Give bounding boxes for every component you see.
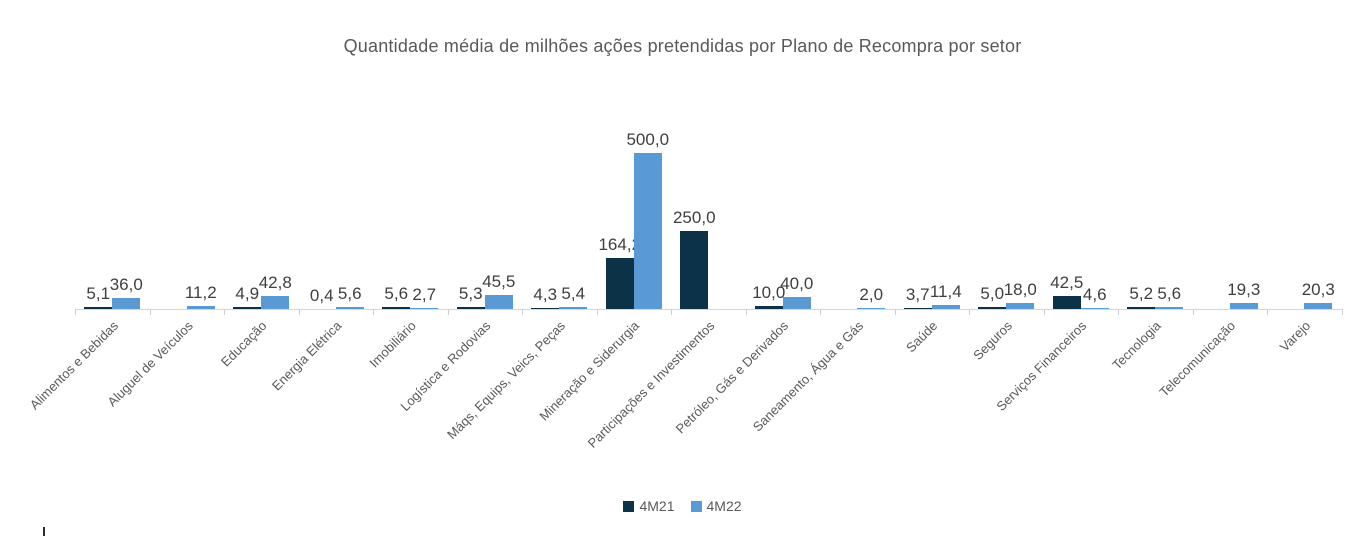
x-axis-label: Petróleo, Gás e Derivados (672, 318, 792, 437)
x-axis-label: Participações e Investimentos (584, 318, 717, 451)
bar-4m22[interactable] (335, 307, 364, 309)
bar-4m22[interactable] (633, 153, 662, 309)
axis-tick (894, 309, 896, 315)
x-axis-label: Máqs, Equips, Veics, Peças (443, 318, 568, 443)
bar-4m22[interactable] (1304, 302, 1333, 309)
bar-4m22[interactable] (857, 308, 886, 309)
bar-4m21[interactable] (1052, 295, 1081, 309)
x-axis-label: Tecnologia (1109, 318, 1164, 373)
axis-tick (671, 309, 672, 315)
axis-tick (75, 309, 76, 315)
axis-tick (373, 309, 374, 315)
axis-tick (298, 309, 300, 315)
bar-4m21[interactable] (233, 307, 262, 309)
x-axis-label: Telecomunicação (1156, 318, 1239, 400)
bar-4m22[interactable] (186, 305, 215, 309)
bar-4m21[interactable] (382, 307, 411, 309)
x-axis-label: Imobiliário (366, 318, 419, 371)
bar-4m22[interactable] (1229, 302, 1258, 309)
plot-area: 5,1 36,0 11,2 4,9 42,8 0,4 5,6 5,6 2,7 5,3 45,5 4,3… (75, 130, 1342, 309)
axis-tick (745, 309, 747, 315)
x-axis-line (75, 309, 1342, 310)
bar-4m21[interactable] (978, 307, 1007, 309)
bar-4m21[interactable] (456, 307, 485, 309)
bar-4m22[interactable] (484, 294, 513, 309)
x-axis-label: Saúde (903, 318, 941, 356)
axis-tick (224, 309, 225, 315)
bar-4m22[interactable] (559, 307, 588, 309)
legend-swatch-4m22-icon (690, 500, 702, 512)
bar-4m22[interactable] (261, 295, 290, 309)
bar-4m21[interactable] (531, 307, 560, 309)
bar-4m22[interactable] (1155, 307, 1184, 309)
text-cursor-artifact (43, 527, 45, 536)
bar-4m21[interactable] (605, 257, 634, 309)
legend-label-4m21: 4M21 (639, 498, 675, 514)
legend-item-4m21[interactable]: 4M21 (623, 498, 675, 514)
x-axis-label: Saneamento, Água e Gás (749, 318, 866, 435)
x-axis-label: Energia Elétrica (268, 318, 345, 394)
axis-tick (522, 309, 523, 315)
bar-4m22[interactable] (1006, 303, 1035, 309)
bar-4m22[interactable] (410, 308, 439, 309)
bar-4m22[interactable] (1080, 307, 1109, 309)
bar-4m21[interactable] (754, 305, 783, 309)
legend-item-4m22[interactable]: 4M22 (690, 498, 742, 514)
bar-4m22[interactable] (931, 305, 960, 309)
axis-tick (1118, 309, 1119, 315)
x-axis-label: Varejo (1276, 318, 1313, 355)
axis-tick (149, 309, 151, 315)
legend: 4M21 4M22 (0, 498, 1365, 514)
axis-tick (447, 309, 449, 315)
axis-tick (1043, 309, 1045, 315)
axis-tick (1267, 309, 1268, 315)
x-axis-label: Seguros (970, 318, 1015, 363)
bar-4m21[interactable] (680, 231, 709, 309)
x-axis-label: Alimentos e Bebidas (26, 318, 121, 413)
axis-tick (1192, 309, 1194, 315)
x-axis-label: Serviços Financeiros (993, 318, 1090, 414)
x-axis-label: Aluguel de Veículos (103, 318, 196, 410)
x-axis-label: Logística e Rodovias (397, 318, 494, 414)
x-axis-label: Educação (218, 318, 270, 370)
axis-tick (969, 309, 970, 315)
legend-swatch-4m21-icon (623, 500, 635, 512)
bar-4m21[interactable] (1127, 307, 1156, 309)
legend-label-4m22: 4M22 (706, 498, 742, 514)
axis-tick (1341, 309, 1343, 315)
bar-4m22[interactable] (112, 297, 141, 309)
axis-tick (596, 309, 598, 315)
chart-title: Quantidade média de milhões ações preten… (343, 36, 1022, 56)
bar-4m21[interactable] (903, 307, 932, 309)
x-axis-label: Mineração e Siderurgia (536, 318, 643, 424)
axis-tick (820, 309, 821, 315)
bar-4m21[interactable] (84, 307, 113, 309)
bar-4m22[interactable] (782, 296, 811, 309)
